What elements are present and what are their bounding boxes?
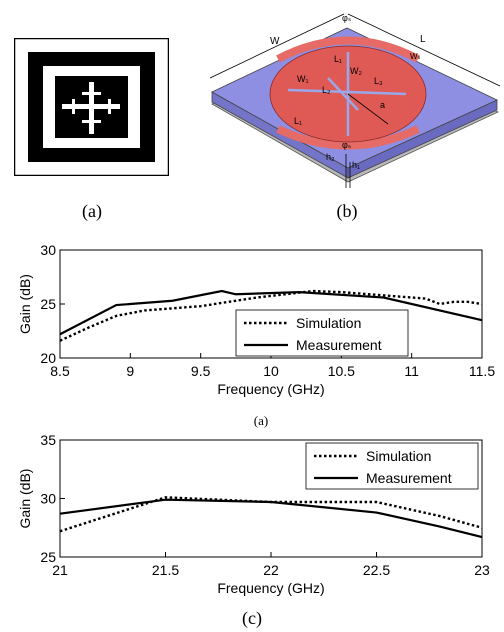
label-phi-top: φₛ	[342, 13, 351, 23]
chart-2-x-tick-label: 22.5	[363, 562, 390, 578]
chart-2-x-axis-label: Frequency (GHz)	[217, 580, 324, 596]
chart-1-x-tick-label: 11.5	[469, 363, 495, 379]
chart-2-legend-label-simulation: Simulation	[366, 448, 431, 464]
panel-c-caption: (c)	[242, 608, 262, 628]
chart-2-y-tick-label: 25	[40, 549, 56, 565]
chart-2-x-tick-label: 23	[474, 562, 490, 578]
chart-1-x-tick-label: 8.5	[50, 363, 70, 379]
label-h2: h₂	[326, 152, 335, 162]
label-a: a	[380, 100, 385, 110]
chart-1-legend	[235, 309, 409, 357]
subplot-a-caption: (a)	[253, 413, 269, 428]
label-phi-bottom: φₛ	[342, 140, 351, 150]
chart-1-legend-label-simulation: Simulation	[296, 315, 361, 331]
chart-2-legend	[305, 442, 479, 490]
chart-1-x-tick-label: 11	[404, 363, 419, 379]
label-w2: W₂	[350, 66, 362, 76]
chart-1-y-tick-label: 30	[40, 242, 56, 258]
label-w: W	[270, 36, 280, 47]
chart-1-x-tick-label: 9	[126, 363, 134, 379]
panel-a-pattern	[13, 37, 170, 177]
chart-1-y-tick-label: 25	[40, 296, 56, 312]
chart-2-x-tick-label: 22	[263, 562, 279, 578]
chart-1-x-tick-label: 9.5	[191, 363, 211, 379]
chart-2-legend-label-measurement: Measurement	[366, 470, 452, 486]
chart-1-series-measurement-line	[59, 289, 483, 336]
chart-2: 21 21.5 22 22.5 23 25 30 35 Frequency (GHz) Gain …	[17, 432, 490, 596]
antenna-diagram: W L φₛ φₛ W₁ W₂ Wₛ L₁ L₂ L₃ L₁ a h₁ h₂	[209, 13, 501, 188]
chart-1-y-tick-label: 20	[40, 350, 56, 366]
chart-2-series-measurement-line	[59, 498, 483, 539]
chart-2-x-tick-label: 21	[52, 562, 68, 578]
chart-2-y-tick-label: 35	[40, 432, 56, 448]
chart-2-x-tick-label: 21.5	[152, 562, 179, 578]
chart-2-y-tick-label: 30	[40, 491, 56, 507]
label-l3: L₃	[374, 76, 383, 86]
chart-1-x-tick-label: 10.5	[328, 363, 355, 379]
label-ws: Wₛ	[410, 52, 421, 61]
panel-b-caption: (b)	[336, 201, 358, 221]
label-w1: W₁	[297, 74, 309, 84]
chart-2-y-axis-label: Gain (dB)	[17, 469, 33, 529]
label-l2: L₂	[322, 85, 331, 95]
chart-1-legend-label-measurement: Measurement	[296, 337, 382, 353]
chart-2-container: 21 21.5 22 22.5 23 25 30 35 Frequency (GHz) Gain …	[0, 426, 504, 604]
label-l1: L₁	[334, 54, 342, 64]
chart-1: 8.5 9 9.5 10 10.5 11 11.5 20 25 30 Frequency (GHz)…	[17, 242, 495, 397]
label-h1: h₁	[352, 160, 360, 170]
label-l-small: L₁	[294, 116, 302, 126]
label-l: L	[420, 34, 426, 45]
chart-1-x-axis-label: Frequency (GHz)	[217, 381, 324, 397]
chart-1-x-tick-label: 10	[263, 363, 279, 379]
chart-1-y-axis-label: Gain (dB)	[17, 274, 33, 334]
cross-pattern-graphic	[13, 37, 170, 177]
panel-b-antenna: W L φₛ φₛ W₁ W₂ Wₛ L₁ L₂ L₃ L₁ a h₁ h₂	[198, 2, 504, 192]
chart-1-container: 8.5 9 9.5 10 10.5 11 11.5 20 25 30 Frequency (GHz)…	[0, 236, 504, 412]
panel-a-caption: (a)	[82, 201, 102, 221]
